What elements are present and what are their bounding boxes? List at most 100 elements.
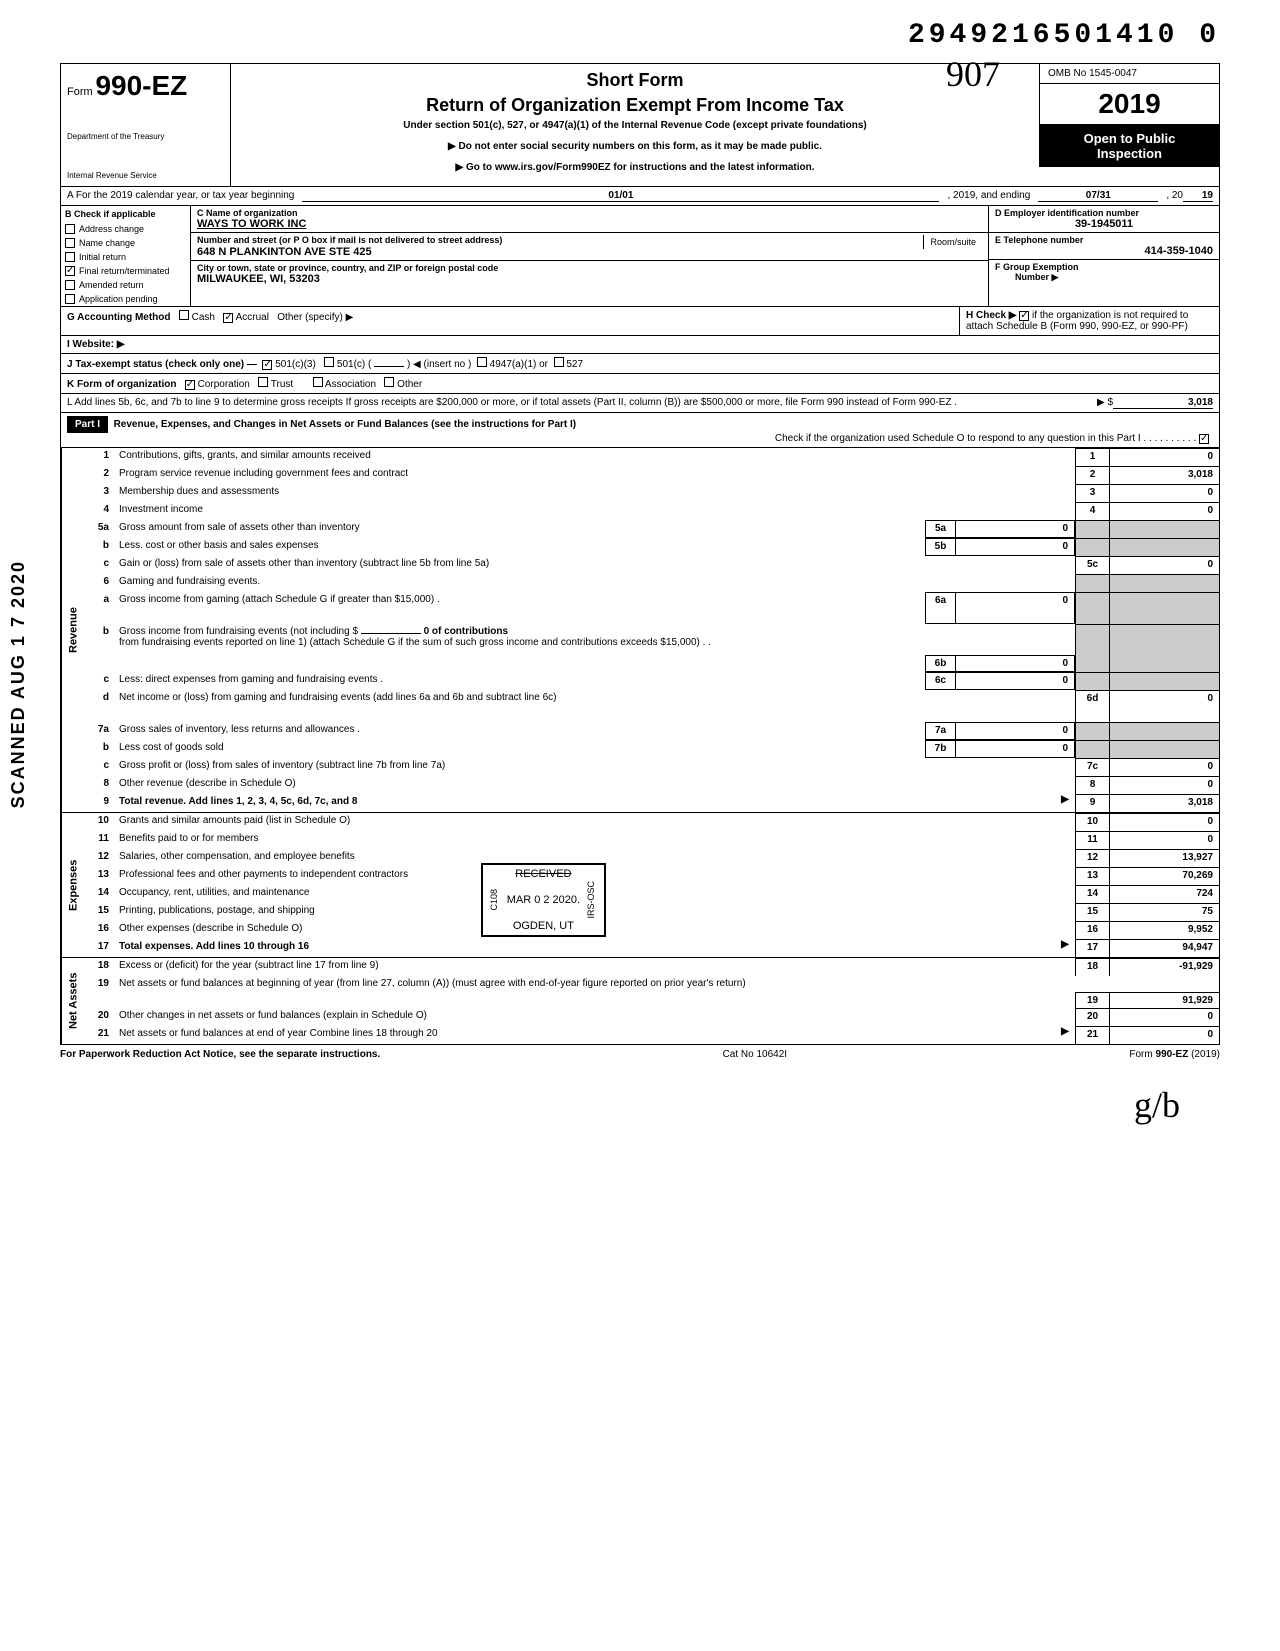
ein-value: 39-1945011 <box>995 218 1213 230</box>
line-14-box: 14 <box>1075 885 1109 903</box>
row-h-label: H Check ▶ <box>966 310 1016 321</box>
line-7c-val: 0 <box>1109 758 1219 776</box>
dept-treasury: Department of the Treasury <box>67 132 224 141</box>
line-6d-no: d <box>85 690 115 722</box>
line-8-desc: Other revenue (describe in Schedule O) <box>115 776 1075 794</box>
shade-5b <box>1075 538 1109 556</box>
chk-association[interactable] <box>313 377 323 387</box>
part1-table: RECEIVED C108 MAR 0 2 2020. IRS-OSC OGDE… <box>60 448 1220 1045</box>
row-g-accounting: G Accounting Method Cash Accrual Other (… <box>60 307 1220 336</box>
line-5c-desc: Gain or (loss) from sale of assets other… <box>115 556 1075 574</box>
chk-schedule-b[interactable] <box>1019 311 1029 321</box>
tel-label: E Telephone number <box>995 235 1213 245</box>
chk-name-change[interactable] <box>65 238 75 248</box>
line-7c-no: c <box>85 758 115 776</box>
lbl-insert-no: ) ◀ (insert no ) <box>407 359 471 370</box>
line-15-val: 75 <box>1109 903 1219 921</box>
line-21-val: 0 <box>1109 1026 1219 1044</box>
line-6a-desc: Gross income from gaming (attach Schedul… <box>115 592 925 624</box>
chk-app-pending[interactable] <box>65 294 75 304</box>
shade-6b <box>1075 624 1109 672</box>
chk-amended[interactable] <box>65 280 75 290</box>
line-5c-box: 5c <box>1075 556 1109 574</box>
row-l-arrow: ▶ $ <box>1073 397 1113 409</box>
line-6d-box: 6d <box>1075 690 1109 722</box>
shade-5a-val <box>1109 520 1219 538</box>
line-7c-box: 7c <box>1075 758 1109 776</box>
chk-final-return[interactable] <box>65 266 75 276</box>
chk-trust[interactable] <box>258 377 268 387</box>
line-13-box: 13 <box>1075 867 1109 885</box>
shade-5a <box>1075 520 1109 538</box>
goto-link: ▶ Go to www.irs.gov/Form990EZ for instru… <box>239 162 1031 173</box>
addr-label: Number and street (or P O box if mail is… <box>197 235 502 245</box>
line-1-val: 0 <box>1109 448 1219 466</box>
org-address: 648 N PLANKINTON AVE STE 425 <box>197 246 982 258</box>
line-6-desc: Gaming and fundraising events. <box>115 574 1075 592</box>
shade-6b-val <box>1109 624 1219 672</box>
lbl-amended: Amended return <box>79 280 144 290</box>
col-d-ein-tel: D Employer identification number 39-1945… <box>989 206 1219 306</box>
line-6-no: 6 <box>85 574 115 592</box>
org-form-label: K Form of organization <box>67 379 176 390</box>
chk-527[interactable] <box>554 357 564 367</box>
footer-form-year: (2019) <box>1191 1049 1220 1060</box>
chk-corporation[interactable] <box>185 380 195 390</box>
lbl-address-change: Address change <box>79 224 144 234</box>
chk-cash[interactable] <box>179 310 189 320</box>
lbl-association: Association <box>325 379 376 390</box>
document-id: 2949216501410 0 <box>60 20 1220 51</box>
chk-accrual[interactable] <box>223 313 233 323</box>
line-3-no: 3 <box>85 484 115 502</box>
line-10-box: 10 <box>1075 813 1109 831</box>
part1-title: Revenue, Expenses, and Changes in Net As… <box>114 419 577 430</box>
under-section: Under section 501(c), 527, or 4947(a)(1)… <box>239 120 1031 131</box>
org-name: WAYS TO WORK INC <box>197 218 982 230</box>
chk-address-change[interactable] <box>65 224 75 234</box>
line-6a-sub: 6a <box>925 592 955 624</box>
line-6c-desc: Less: direct expenses from gaming and fu… <box>115 672 925 690</box>
lbl-4947: 4947(a)(1) or <box>490 359 548 370</box>
stamp-c108: C108 <box>489 889 501 911</box>
return-title: Return of Organization Exempt From Incom… <box>239 95 1031 116</box>
line-19-desc: Net assets or fund balances at beginning… <box>115 976 1075 1008</box>
line-7b-no: b <box>85 740 115 758</box>
shade-6-val <box>1109 574 1219 592</box>
chk-501c[interactable] <box>324 357 334 367</box>
chk-501c3[interactable] <box>262 360 272 370</box>
lbl-501c3: 501(c)(3) <box>275 359 316 370</box>
scanned-stamp: SCANNED AUG 1 7 2020 <box>8 560 29 808</box>
line-7a-no: 7a <box>85 722 115 740</box>
open-public-badge: Open to Public Inspection <box>1040 125 1219 167</box>
chk-schedule-o[interactable] <box>1199 434 1209 444</box>
footer-form-prefix: Form <box>1129 1049 1152 1060</box>
row-a-year-lbl: , 20 <box>1166 190 1183 202</box>
line-19-box: 19 <box>1075 992 1109 1008</box>
line-17-desc: Total expenses. Add lines 10 through 16 <box>119 941 309 952</box>
shade-6c <box>1075 672 1109 690</box>
org-name-label: C Name of organization <box>197 208 982 218</box>
line-14-no: 14 <box>85 885 115 903</box>
chk-4947[interactable] <box>477 357 487 367</box>
website-label: I Website: ▶ <box>67 339 125 350</box>
line-7b-subval: 0 <box>955 740 1075 758</box>
lbl-cash: Cash <box>192 312 215 323</box>
line-13-no: 13 <box>85 867 115 885</box>
dept-irs: Internal Revenue Service <box>67 171 224 180</box>
line-21-no: 21 <box>85 1026 115 1044</box>
line-9-no: 9 <box>85 794 115 812</box>
line-2-no: 2 <box>85 466 115 484</box>
line-6d-desc: Net income or (loss) from gaming and fun… <box>115 690 1075 722</box>
chk-other-org[interactable] <box>384 377 394 387</box>
shade-6a <box>1075 592 1109 624</box>
row-j-tax-status: J Tax-exempt status (check only one) — 5… <box>60 354 1220 374</box>
sidebar-net-assets: Net Assets <box>61 958 85 1044</box>
tel-value: 414-359-1040 <box>995 245 1213 257</box>
chk-initial-return[interactable] <box>65 252 75 262</box>
lbl-corporation: Corporation <box>198 379 250 390</box>
open-public-1: Open to Public <box>1044 131 1215 146</box>
lbl-final-return: Final return/terminated <box>79 266 170 276</box>
line-17-val: 94,947 <box>1109 939 1219 957</box>
lbl-name-change: Name change <box>79 238 135 248</box>
line-1-no: 1 <box>85 448 115 466</box>
